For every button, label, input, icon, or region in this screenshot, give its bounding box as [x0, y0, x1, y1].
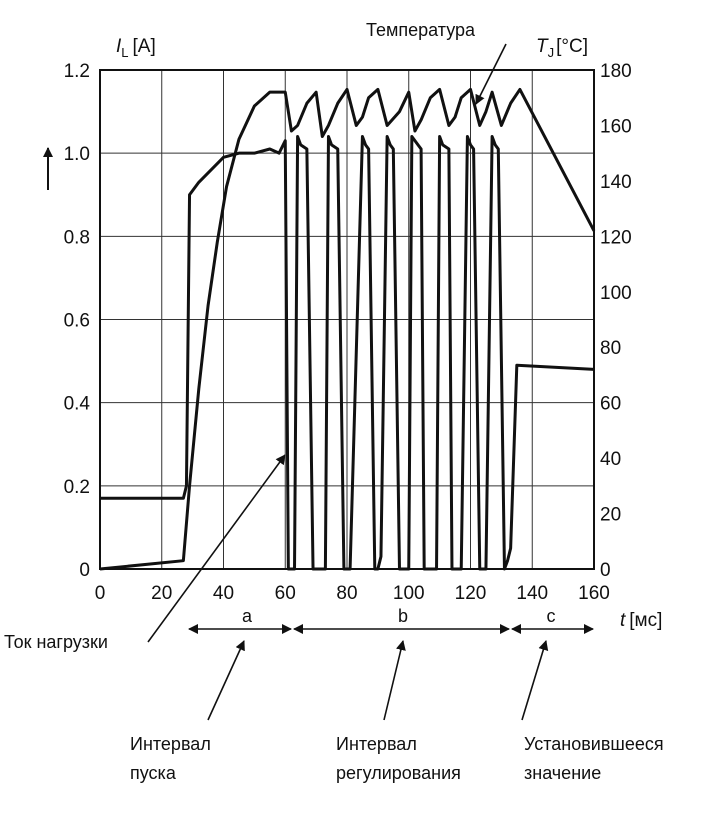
x-tick-label: 120	[455, 583, 487, 604]
regulation-note-arrow	[383, 640, 406, 721]
steady-note-line2: значение	[524, 763, 601, 783]
interval-a-label: a	[242, 606, 253, 626]
startup-note-line1: Интервал	[130, 734, 211, 754]
y-left-tick-label: 1.2	[64, 61, 90, 82]
y-right-tick-labels: 0 20 40 60 80 100 120 140 160 180	[600, 61, 632, 581]
y-right-tick-label: 180	[600, 61, 632, 82]
y-left-tick-label: 0.8	[64, 227, 90, 248]
x-tick-label: 160	[578, 583, 610, 604]
y-right-tick-label: 100	[600, 283, 632, 304]
y-right-tick-label: 60	[600, 394, 621, 415]
temperature-annotation: Температура	[366, 20, 476, 40]
y-left-axis-label: IL [A]	[116, 36, 156, 60]
y-right-label-symbol: T	[536, 36, 549, 57]
x-tick-label: 140	[516, 583, 548, 604]
x-tick-label: 0	[95, 583, 106, 604]
y-left-tick-label: 0	[79, 560, 90, 581]
x-tick-label: 20	[151, 583, 172, 604]
y-right-tick-label: 140	[600, 172, 632, 193]
y-left-label-symbol: I	[116, 36, 122, 57]
startup-note: Интервал пуска	[130, 734, 216, 783]
y-left-tick-label: 0.4	[64, 394, 91, 415]
startup-note-arrow	[207, 640, 245, 721]
x-label-symbol: t	[620, 610, 626, 631]
y-right-tick-label: 40	[600, 449, 621, 470]
current-annotation-arrow	[147, 454, 286, 643]
x-label-unit: [мс]	[629, 610, 662, 631]
y-right-tick-label: 160	[600, 116, 632, 137]
interval-b-label: b	[398, 606, 408, 626]
regulation-note-line2: регулирования	[336, 763, 461, 783]
y-right-tick-label: 20	[600, 505, 621, 526]
current-curve	[100, 135, 595, 571]
current-annotation: Ток нагрузки	[4, 632, 108, 652]
y-left-label-unit: [A]	[133, 36, 156, 57]
steady-note-line1: Установившееся	[524, 734, 664, 754]
x-axis-label: t [мс]	[620, 610, 662, 631]
y-left-label-subscript: L	[121, 45, 128, 60]
interval-c-label: c	[547, 606, 556, 626]
steady-note-arrow	[521, 640, 549, 721]
y-right-label-unit: [°C]	[556, 36, 588, 57]
y-left-tick-label: 0.6	[64, 311, 90, 332]
y-left-tick-label: 0.2	[64, 477, 90, 498]
x-tick-labels: 0 20 40 60 80 100 120 140 160	[95, 583, 610, 604]
steady-note: Установившееся значение	[524, 734, 669, 783]
x-tick-label: 60	[275, 583, 296, 604]
startup-note-line2: пуска	[130, 763, 177, 783]
temperature-annotation-arrow	[475, 43, 507, 105]
y-right-tick-label: 80	[600, 338, 621, 359]
y-right-tick-label: 0	[600, 560, 611, 581]
y-left-tick-labels: 0 0.2 0.4 0.6 0.8 1.0 1.2	[64, 61, 91, 581]
regulation-note: Интервал регулирования	[336, 734, 461, 783]
y-right-axis-label: TJ [°C]	[536, 36, 588, 60]
regulation-note-line1: Интервал	[336, 734, 417, 754]
x-tick-label: 40	[213, 583, 234, 604]
x-tick-label: 80	[336, 583, 357, 604]
interval-markers: a b c	[188, 606, 594, 634]
x-tick-label: 100	[393, 583, 425, 604]
grid	[99, 69, 595, 570]
y-right-tick-label: 120	[600, 227, 632, 248]
y-left-tick-label: 1.0	[64, 144, 90, 165]
y-right-label-subscript: J	[548, 45, 555, 60]
